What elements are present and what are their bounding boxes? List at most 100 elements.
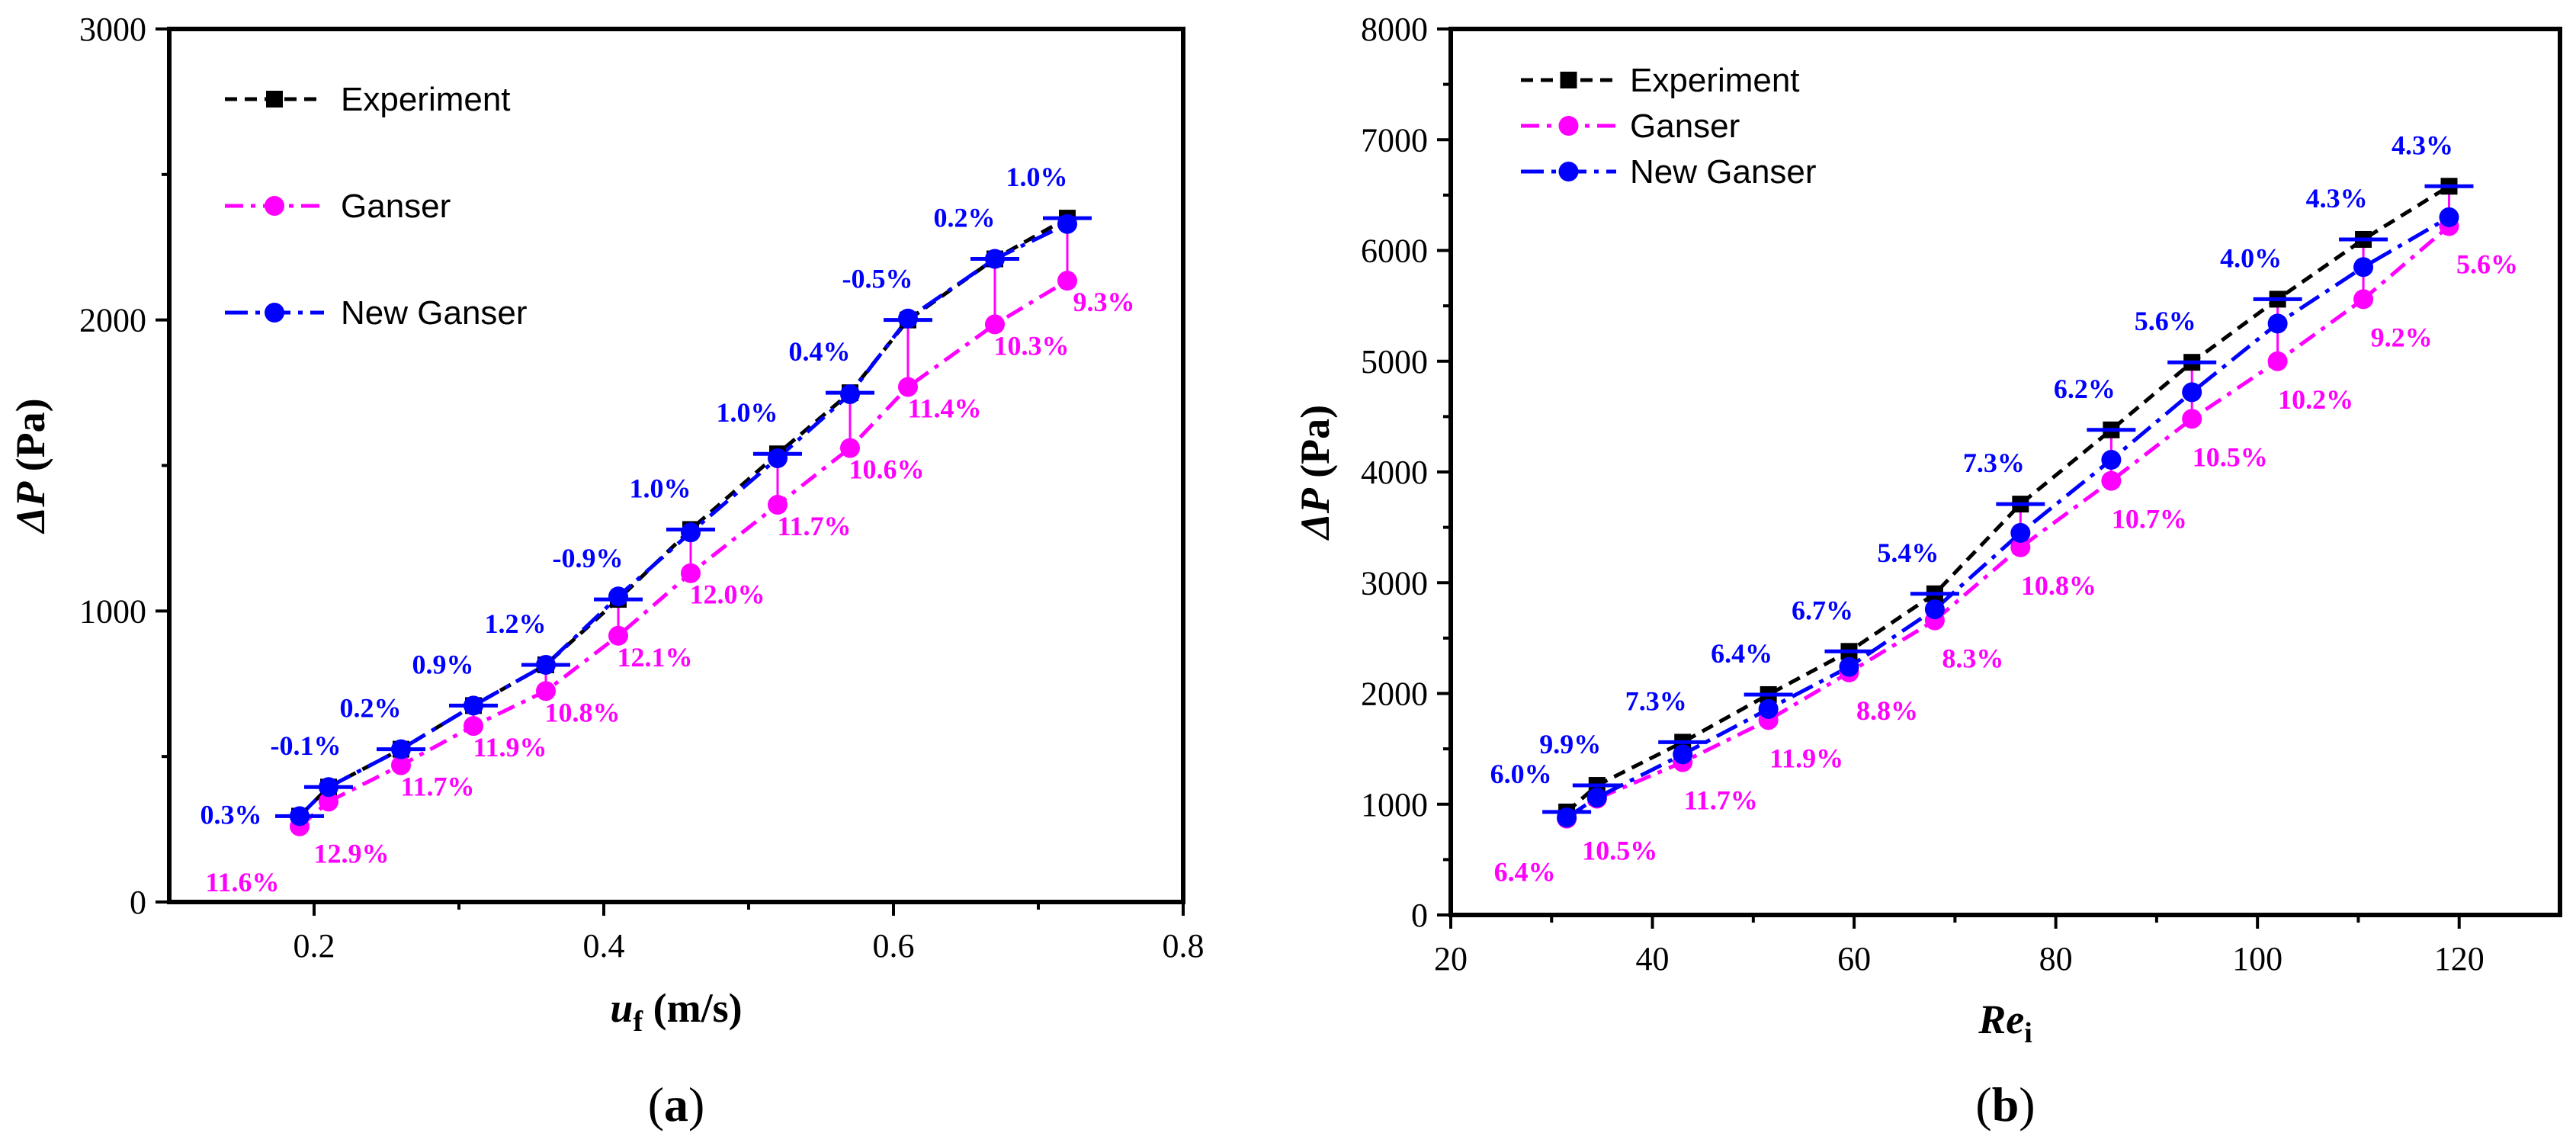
data-point-ganser — [840, 438, 860, 458]
ganser-error-label: 8.8% — [1856, 695, 1918, 726]
ganser-error-label: 10.3% — [994, 330, 1070, 361]
legend-label: Ganser — [341, 188, 451, 225]
legend-label: New Ganser — [1630, 153, 1817, 191]
data-point-ganser — [2182, 409, 2202, 429]
x-tick-label: 0.2 — [294, 927, 335, 965]
series-line-new-ganser — [298, 222, 1069, 818]
legend: Experiment Ganser New Ganser — [1521, 62, 1817, 191]
data-point-ganser — [464, 716, 483, 737]
new-ganser-error-label: 0.4% — [789, 336, 851, 367]
new-ganser-error-label: -0.9% — [553, 543, 624, 573]
ganser-error-label: 12.9% — [314, 838, 390, 868]
x-tick-label: 0.6 — [873, 927, 915, 965]
data-point-ganser — [608, 625, 628, 646]
ganser-error-label: 10.8% — [2021, 570, 2096, 601]
y-axis-title: ΔP (Pa) — [8, 398, 53, 534]
new-ganser-error-label: 4.3% — [2392, 130, 2453, 160]
y-tick-label: 7000 — [1361, 121, 1428, 159]
legend-marker-ganser — [1558, 116, 1579, 136]
y-tick-label: 2000 — [79, 302, 146, 339]
data-point-new-ganser — [2182, 382, 2202, 403]
ganser-error-label: 5.6% — [2456, 249, 2518, 280]
data-point-ganser — [319, 791, 338, 812]
ganser-error-label: 10.2% — [2278, 384, 2353, 415]
x-tick-label: 120 — [2434, 940, 2485, 977]
data-point-ganser — [898, 377, 918, 397]
legend-label: Ganser — [1630, 108, 1740, 145]
new-ganser-error-label: 0.2% — [934, 203, 996, 233]
legend-marker-new-ganser — [1558, 162, 1579, 181]
x-tick-label: 40 — [1636, 940, 1670, 977]
y-tick-label: 3000 — [79, 11, 146, 48]
panel-label: (a) — [648, 1077, 705, 1132]
ganser-error-label: 11.9% — [473, 732, 547, 762]
series-line-new-ganser — [1565, 215, 2450, 820]
ganser-error-label: 12.0% — [690, 579, 765, 610]
new-ganser-error-label: 1.0% — [717, 397, 778, 428]
series-line-ganser — [298, 279, 1069, 828]
new-ganser-error-label: 6.7% — [1792, 595, 1853, 625]
ganser-error-label: 11.4% — [907, 393, 981, 423]
data-point-new-ganser — [2439, 207, 2459, 227]
new-ganser-error-label: 7.3% — [1963, 448, 2025, 478]
data-point-new-ganser — [2353, 257, 2374, 278]
y-tick-label: 2000 — [1361, 676, 1428, 713]
plot-frame — [167, 27, 1185, 904]
ganser-error-label: 10.5% — [1582, 835, 1657, 865]
data-point-ganser — [985, 314, 1005, 335]
new-ganser-error-label: 7.3% — [1625, 685, 1687, 716]
legend-label: New Ganser — [341, 294, 528, 332]
data-point-ganser — [2353, 289, 2374, 310]
data-point-new-ganser — [2267, 313, 2288, 334]
legend-marker-experiment — [266, 91, 283, 108]
new-ganser-error-label: 4.0% — [2220, 242, 2282, 273]
y-axis-title: ΔP (Pa) — [1292, 405, 1338, 541]
ganser-error-label: 11.7% — [1684, 785, 1758, 816]
data-point-ganser — [2010, 537, 2031, 557]
new-ganser-error-label: 0.2% — [340, 693, 402, 724]
data-point-new-ganser — [1758, 698, 1779, 719]
new-ganser-error-label: -0.1% — [271, 730, 342, 761]
ganser-error-label: 11.9% — [1769, 743, 1843, 773]
data-point-new-ganser — [1839, 656, 1859, 677]
data-point-new-ganser — [608, 586, 628, 607]
new-ganser-error-label: 5.6% — [2135, 306, 2196, 336]
ganser-error-label: 12.1% — [618, 642, 693, 673]
panel-label: (b) — [1975, 1077, 2035, 1132]
new-ganser-error-label: 4.3% — [2306, 183, 2368, 213]
new-ganser-error-label: 6.4% — [1711, 638, 1772, 669]
ganser-error-label: 11.7% — [777, 511, 851, 541]
y-tick-label: 1000 — [79, 592, 146, 630]
y-tick-label: 5000 — [1361, 343, 1428, 380]
x-axis-title: uf (m/s) — [610, 985, 742, 1038]
data-point-ganser — [536, 681, 556, 701]
ganser-error-label: 10.7% — [2112, 504, 2187, 534]
ganser-error-label: 8.3% — [1942, 644, 2003, 674]
x-tick-label: 20 — [1434, 940, 1468, 977]
data-point-new-ganser — [1924, 599, 1945, 620]
y-tick-label: 1000 — [1361, 786, 1428, 823]
data-point-ganser — [2101, 470, 2122, 491]
legend: Experiment Ganser New Ganser — [225, 81, 528, 332]
data-point-ganser — [2267, 351, 2288, 371]
data-point-ganser — [768, 495, 788, 515]
data-point-new-ganser — [768, 448, 788, 468]
new-ganser-error-label: 6.0% — [1490, 759, 1552, 789]
chart-panel-b: 20 40 60 80 100 120 0 1000 2000 3000 4000 5000 6000 7… — [1292, 11, 2562, 1132]
x-tick-label: 100 — [2232, 940, 2282, 977]
x-tick-label: 0.8 — [1163, 927, 1205, 965]
series-line-experiment — [1565, 185, 2450, 814]
ganser-error-label: 10.5% — [2193, 441, 2268, 472]
x-tick-label: 0.4 — [583, 927, 625, 965]
ganser-error-label: 10.8% — [545, 697, 621, 727]
ganser-error-label: 11.7% — [400, 772, 474, 802]
data-point-ganser — [1057, 271, 1077, 291]
y-tick-label: 0 — [1411, 897, 1428, 934]
ganser-error-label: 6.4% — [1494, 857, 1556, 888]
data-point-new-ganser — [2010, 522, 2031, 543]
new-ganser-error-label: 1.0% — [1006, 162, 1068, 192]
legend-label: Experiment — [341, 81, 511, 118]
data-point-ganser — [391, 755, 411, 775]
data-point-new-ganser — [1586, 788, 1607, 808]
